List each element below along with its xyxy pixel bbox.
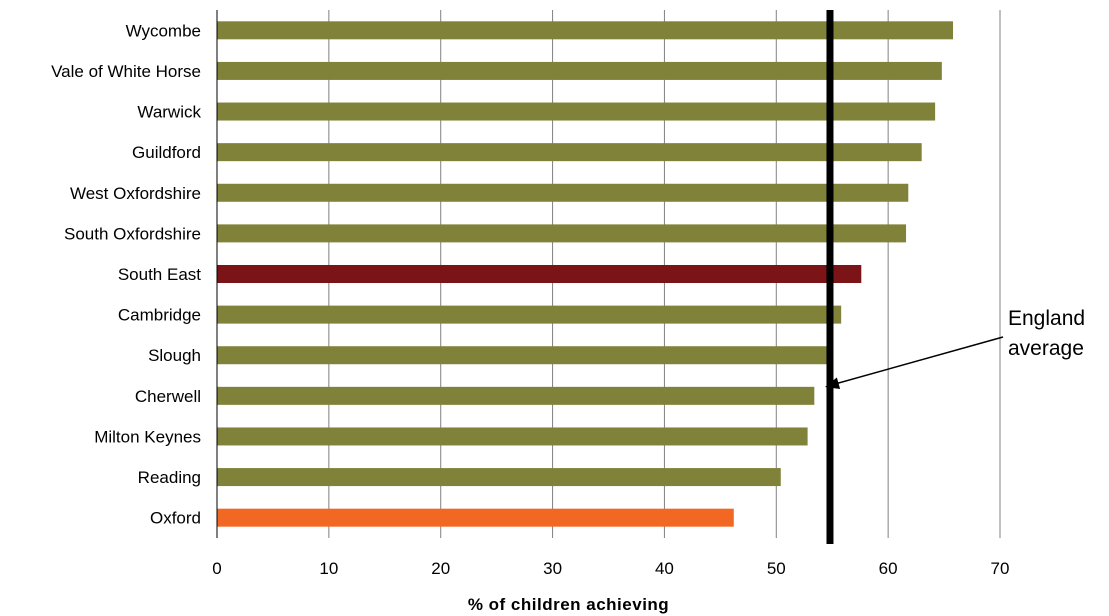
annotation-arrow: [834, 336, 1004, 385]
bar-vale-of-white-horse: [217, 61, 942, 80]
bar-cambridge: [217, 305, 842, 324]
x-tick-label: 40: [655, 559, 674, 578]
category-label: Slough: [148, 346, 201, 365]
annotation-line: England: [1008, 307, 1085, 330]
x-tick-label: 60: [879, 559, 898, 578]
category-label: West Oxfordshire: [70, 184, 201, 203]
annotation-line: average: [1008, 337, 1084, 360]
bar-reading: [217, 468, 781, 487]
category-labels: Wycombe Vale of White Horse Warwick Guildfo…: [51, 21, 201, 527]
annotation-arrowhead: [825, 377, 841, 389]
category-label: South East: [118, 265, 201, 284]
x-tick-label: 30: [543, 559, 562, 578]
bar-west-oxfordshire: [217, 183, 909, 202]
annotation-label: England average: [1008, 307, 1085, 360]
bar-south-east: [217, 265, 862, 283]
x-tick-label: 0: [212, 559, 221, 578]
category-label: Wycombe: [126, 21, 201, 40]
category-label: Oxford: [150, 509, 201, 528]
category-label: Vale of White Horse: [51, 62, 201, 81]
x-axis-title: % of children achieving: [468, 595, 669, 614]
bar-oxford: [217, 508, 734, 527]
x-tick-label: 20: [431, 559, 450, 578]
bar-slough: [217, 346, 827, 365]
bar-south-oxfordshire: [217, 224, 907, 243]
category-label: Milton Keynes: [94, 427, 201, 446]
bar-guildford: [217, 143, 922, 162]
category-label: Cherwell: [135, 387, 201, 406]
bar-wycombe: [217, 21, 954, 40]
x-tick-label: 70: [991, 559, 1010, 578]
x-tick-label: 10: [319, 559, 338, 578]
x-tick-label: 50: [767, 559, 786, 578]
bar-cherwell: [217, 386, 815, 405]
category-label: Warwick: [137, 103, 201, 122]
bar-warwick: [217, 102, 936, 121]
bar-milton-keynes: [217, 427, 808, 446]
category-label: South Oxfordshire: [64, 224, 201, 243]
category-label: Reading: [138, 468, 201, 487]
bars: [217, 21, 954, 527]
tick-labels: 0 10 20 30 40 50 60 70: [212, 559, 1009, 578]
category-label: Guildford: [132, 143, 201, 162]
category-label: Cambridge: [118, 306, 201, 325]
